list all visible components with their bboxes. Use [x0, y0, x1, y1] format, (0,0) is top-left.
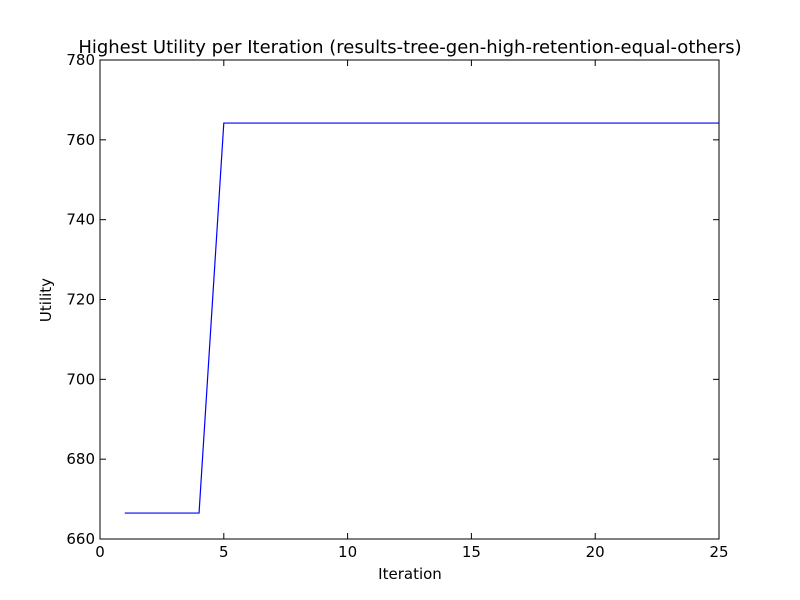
- y-tick-label: 680: [66, 450, 95, 468]
- x-tick-label: 5: [219, 543, 229, 561]
- x-axis-label: Iteration: [378, 565, 442, 583]
- chart-title: Highest Utility per Iteration (results-t…: [78, 37, 741, 58]
- y-tick-label: 740: [66, 211, 95, 229]
- x-tick-label: 20: [586, 543, 605, 561]
- y-tick-label: 700: [66, 370, 95, 388]
- x-tick-label: 25: [709, 543, 728, 561]
- x-tick-label: 15: [462, 543, 481, 561]
- x-tick-label: 0: [95, 543, 105, 561]
- axis-tick-labels: 0 5 10 15 20 25 660 680 700 720 740 760 780: [66, 51, 728, 561]
- y-tick-label: 780: [66, 51, 95, 69]
- plot-frame: [99, 59, 720, 540]
- y-axis-label: Utility: [37, 278, 55, 322]
- y-tick-label: 720: [66, 291, 95, 309]
- y-tick-label: 760: [66, 131, 95, 149]
- x-tick-label: 10: [338, 543, 357, 561]
- series-line: [124, 122, 719, 514]
- plot-area: [100, 60, 719, 539]
- y-tick-label: 660: [66, 530, 95, 548]
